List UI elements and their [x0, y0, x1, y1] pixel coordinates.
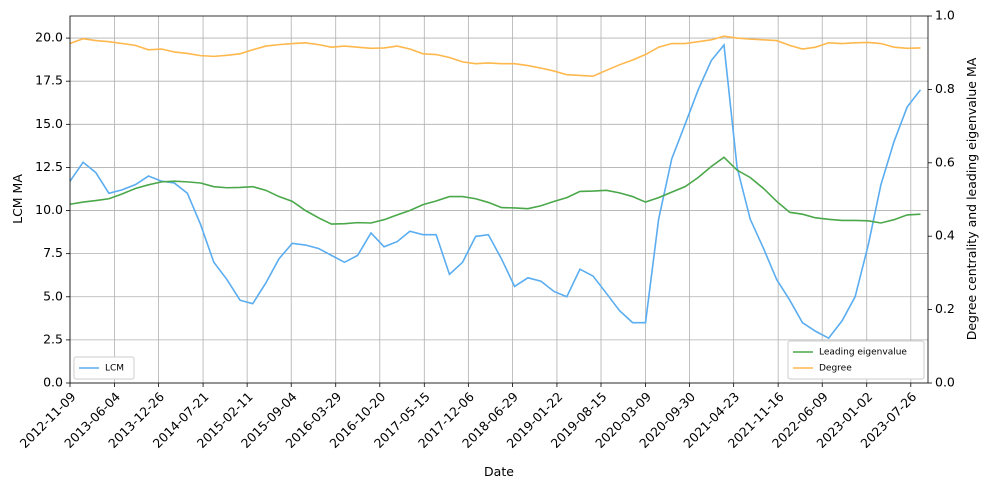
- y-tick-label: 10.0: [35, 202, 63, 217]
- plot-frame: [69, 15, 929, 384]
- y2-axis-label: Degree centrality and leading eigenvalue…: [964, 57, 979, 340]
- y-tick-label: 2.5: [43, 331, 63, 346]
- legend: LCM: [73, 356, 135, 380]
- legend-box: [73, 356, 135, 380]
- y-tick-label: 5.0: [43, 288, 63, 303]
- x-axis-label: Date: [484, 464, 514, 479]
- y2-tick-label: 0.0: [935, 375, 955, 390]
- y-tick-label: 0.0: [43, 375, 63, 390]
- legend-box: [787, 340, 925, 380]
- y-tick-label: 7.5: [43, 245, 63, 260]
- legend-label: Degree: [819, 364, 852, 374]
- y-tick-label: 12.5: [35, 159, 63, 174]
- series-line: [69, 156, 921, 225]
- y-tick-label: 20.0: [35, 30, 63, 45]
- y2-tick-label: 0.2: [935, 301, 955, 316]
- y2-tick-label: 0.4: [935, 228, 955, 243]
- series-line: [69, 42, 922, 340]
- y2-tick-label: 0.6: [935, 154, 955, 169]
- legend: Leading eigenvalue Degree: [787, 340, 925, 380]
- legend-label: LCM: [105, 364, 124, 374]
- legend-label: Leading eigenvalue: [819, 348, 907, 358]
- series-line: [69, 35, 921, 77]
- y-tick-label: 15.0: [35, 116, 63, 131]
- y2-tick-label: 1.0: [935, 8, 955, 23]
- y-tick-label: 17.5: [35, 73, 63, 88]
- y-axis-label: LCM MA: [10, 174, 25, 224]
- y2-tick-label: 0.8: [935, 81, 955, 96]
